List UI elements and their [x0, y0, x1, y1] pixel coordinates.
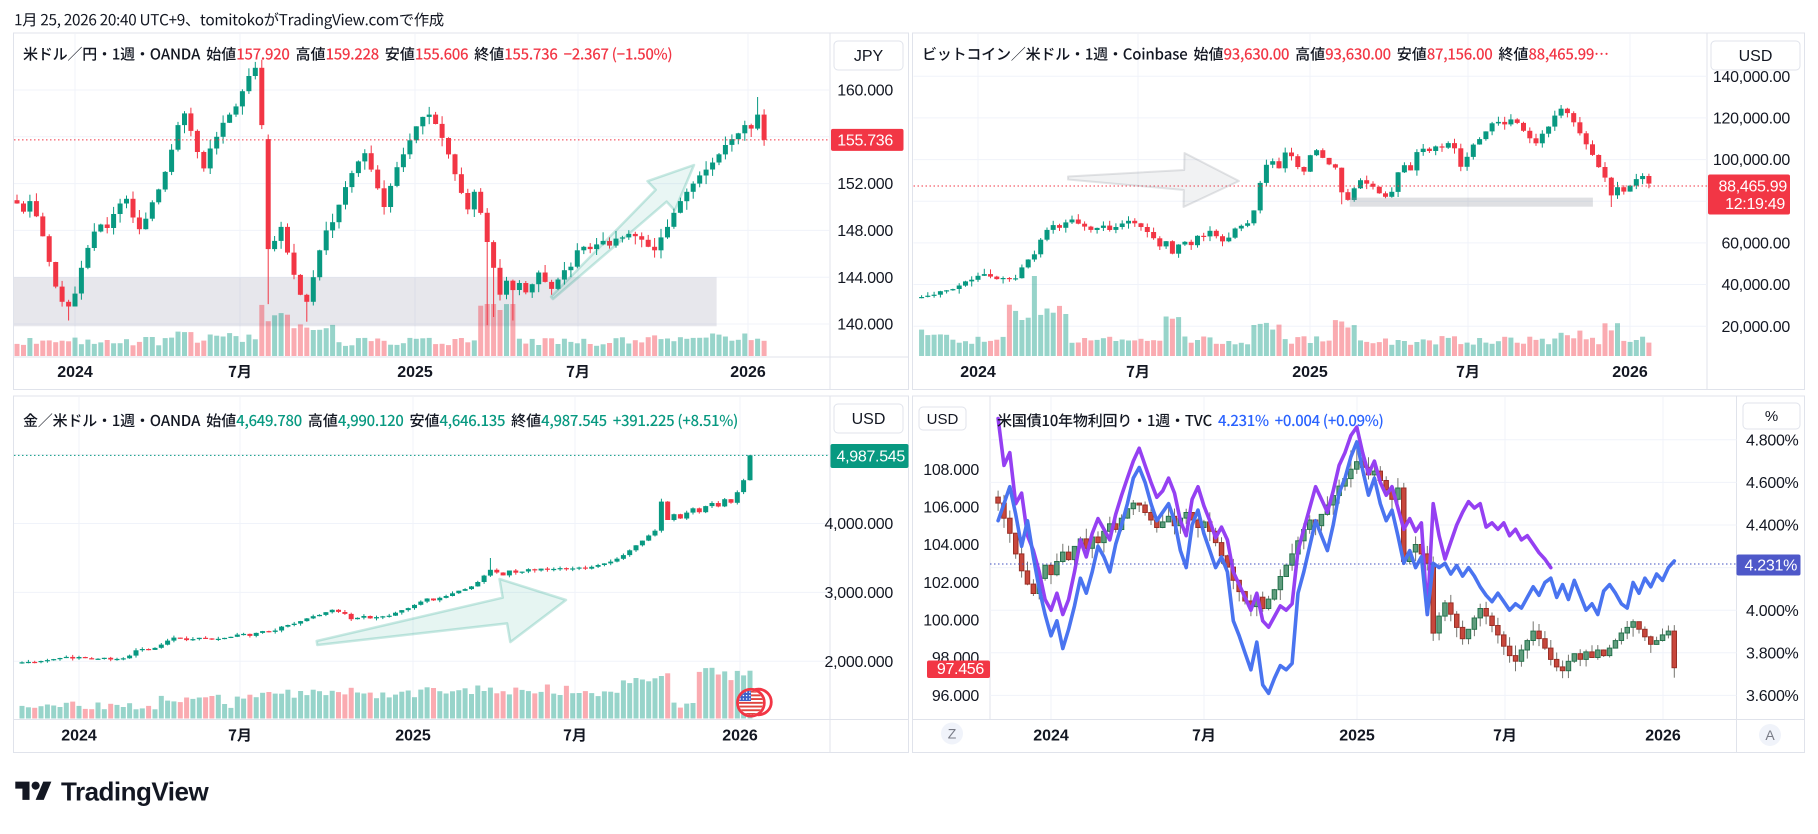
svg-text:USD: USD: [1739, 48, 1773, 65]
svg-text:12:19:49: 12:19:49: [1725, 196, 1785, 213]
svg-text:3.600%: 3.600%: [1746, 688, 1799, 705]
svg-text:4.000%: 4.000%: [1746, 603, 1799, 620]
svg-text:96.000: 96.000: [932, 688, 980, 705]
svg-text:3.800%: 3.800%: [1746, 645, 1799, 662]
svg-text:2026: 2026: [730, 364, 766, 381]
svg-text:2025: 2025: [1292, 364, 1328, 381]
svg-text:JPY: JPY: [854, 48, 884, 65]
svg-text:%: %: [1765, 408, 1778, 425]
svg-text:2024: 2024: [960, 364, 996, 381]
svg-text:3,000.000: 3,000.000: [825, 585, 894, 602]
svg-text:4.800%: 4.800%: [1746, 432, 1799, 449]
svg-text:A: A: [1765, 727, 1775, 743]
svg-text:2024: 2024: [1033, 728, 1069, 745]
svg-text:148.000: 148.000: [837, 223, 893, 240]
svg-text:4,000.000: 4,000.000: [825, 516, 894, 533]
svg-text:4,987.545: 4,987.545: [837, 449, 906, 466]
svg-text:2026: 2026: [1645, 728, 1681, 745]
svg-text:4.400%: 4.400%: [1746, 518, 1799, 535]
svg-text:106.000: 106.000: [923, 500, 979, 517]
svg-text:102.000: 102.000: [923, 575, 979, 592]
svg-text:155.736: 155.736: [837, 133, 893, 150]
svg-text:USD: USD: [852, 411, 886, 428]
svg-text:20,000.00: 20,000.00: [1722, 319, 1791, 336]
svg-text:2,000.000: 2,000.000: [825, 654, 894, 671]
svg-text:140,000.00: 140,000.00: [1713, 69, 1790, 86]
svg-text:144.000: 144.000: [837, 270, 893, 287]
svg-text:4.600%: 4.600%: [1746, 475, 1799, 492]
svg-text:2025: 2025: [397, 364, 433, 381]
svg-text:TradingView: TradingView: [61, 777, 209, 807]
svg-text:97.456: 97.456: [937, 661, 985, 678]
svg-text:120,000.00: 120,000.00: [1713, 111, 1790, 128]
svg-text:2025: 2025: [395, 728, 431, 745]
svg-text:Z: Z: [948, 726, 957, 742]
svg-text:2024: 2024: [57, 364, 93, 381]
svg-text:108.000: 108.000: [923, 462, 979, 479]
svg-text:152.000: 152.000: [837, 176, 893, 193]
svg-text:88,465.99: 88,465.99: [1719, 179, 1788, 196]
svg-text:140.000: 140.000: [837, 317, 893, 334]
svg-text:160.000: 160.000: [837, 83, 893, 100]
svg-text:4.231%: 4.231%: [1745, 558, 1798, 575]
svg-text:2026: 2026: [722, 728, 758, 745]
svg-text:40,000.00: 40,000.00: [1722, 277, 1791, 294]
svg-text:104.000: 104.000: [923, 537, 979, 554]
svg-text:USD: USD: [927, 411, 959, 428]
svg-text:100.000: 100.000: [923, 612, 979, 629]
svg-text:2026: 2026: [1612, 364, 1648, 381]
svg-text:2025: 2025: [1339, 728, 1375, 745]
svg-text:2024: 2024: [61, 728, 97, 745]
svg-text:100,000.00: 100,000.00: [1713, 152, 1790, 169]
svg-text:60,000.00: 60,000.00: [1722, 236, 1791, 253]
